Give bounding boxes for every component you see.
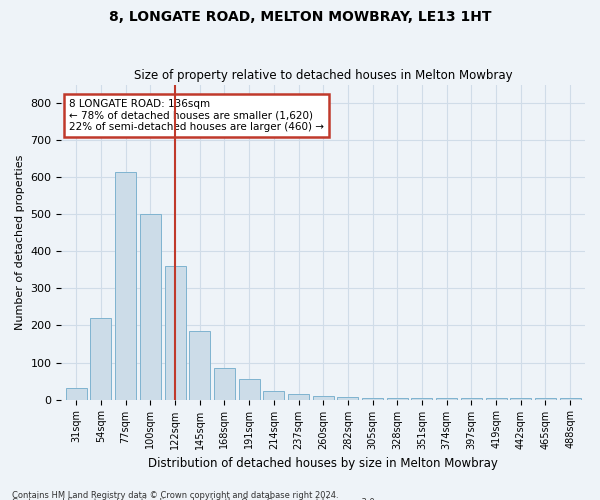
Text: 8, LONGATE ROAD, MELTON MOWBRAY, LE13 1HT: 8, LONGATE ROAD, MELTON MOWBRAY, LE13 1H…	[109, 10, 491, 24]
Bar	[189, 331, 210, 400]
Bar	[412, 398, 433, 400]
Bar	[164, 266, 185, 400]
Bar	[66, 388, 87, 400]
Bar	[91, 318, 112, 400]
Bar	[362, 398, 383, 400]
Bar	[461, 398, 482, 400]
Bar	[140, 214, 161, 400]
Bar	[115, 172, 136, 400]
Title: Size of property relative to detached houses in Melton Mowbray: Size of property relative to detached ho…	[134, 69, 512, 82]
Bar	[436, 398, 457, 400]
X-axis label: Distribution of detached houses by size in Melton Mowbray: Distribution of detached houses by size …	[148, 457, 498, 470]
Bar	[387, 398, 408, 400]
Bar	[337, 397, 358, 400]
Text: Contains HM Land Registry data © Crown copyright and database right 2024.: Contains HM Land Registry data © Crown c…	[12, 490, 338, 500]
Bar	[485, 398, 506, 400]
Bar	[288, 394, 309, 400]
Text: 8 LONGATE ROAD: 136sqm
← 78% of detached houses are smaller (1,620)
22% of semi-: 8 LONGATE ROAD: 136sqm ← 78% of detached…	[69, 98, 324, 132]
Bar	[263, 392, 284, 400]
Bar	[560, 398, 581, 400]
Bar	[239, 379, 260, 400]
Text: Contains public sector information licensed under the Open Government Licence v3: Contains public sector information licen…	[12, 498, 377, 500]
Bar	[510, 398, 531, 400]
Bar	[214, 368, 235, 400]
Bar	[313, 396, 334, 400]
Bar	[535, 398, 556, 400]
Y-axis label: Number of detached properties: Number of detached properties	[15, 154, 25, 330]
